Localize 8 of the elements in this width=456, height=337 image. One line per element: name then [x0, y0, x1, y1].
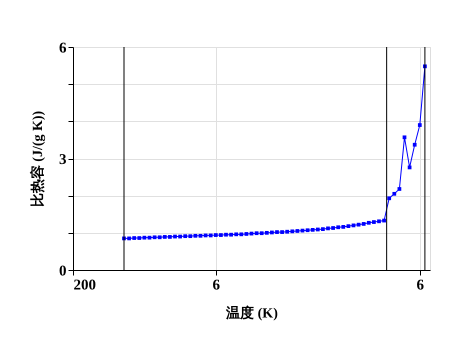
x-tick-label: 6 — [212, 278, 221, 294]
y-tick-label: 0 — [59, 264, 66, 280]
x-axis-title: 温度 (K) — [225, 304, 278, 322]
y-tick-label: 3 — [59, 152, 66, 168]
x-tick-label: 200 — [74, 278, 96, 294]
y-tick-label: 6 — [59, 40, 67, 56]
x-tick-label: 6 — [416, 278, 425, 294]
y-axis-title: 比热容 (J/(g K)) — [29, 110, 46, 208]
